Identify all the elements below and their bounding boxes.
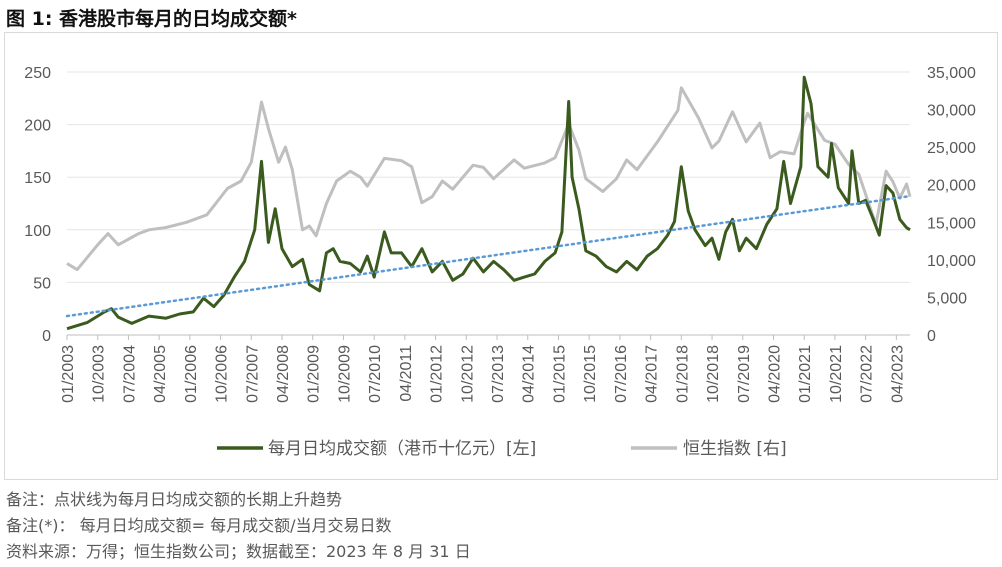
right-tick-label: 20,000 <box>927 178 976 195</box>
x-tick-label: 10/2003 <box>91 345 108 403</box>
x-tick-label: 10/2009 <box>336 345 353 403</box>
right-tick-label: 25,000 <box>927 140 976 157</box>
x-tick-label: 01/2012 <box>429 345 446 403</box>
x-tick-label: 04/2008 <box>275 345 292 403</box>
x-tick-label: 07/2022 <box>859 345 876 403</box>
x-tick-label: 04/2020 <box>766 345 783 403</box>
x-tick-label: 01/2018 <box>674 345 691 403</box>
right-tick-label: 35,000 <box>927 65 976 82</box>
left-tick-label: 250 <box>24 65 51 82</box>
left-tick-label: 150 <box>24 170 51 187</box>
x-tick-label: 07/2004 <box>121 345 138 403</box>
x-tick-label: 10/2006 <box>214 345 231 403</box>
left-axis: 0 50 100 150 200 250 <box>24 65 51 345</box>
note-definition: 备注(*)： 每月日均成交额= 每月成交额/当月交易日数 <box>6 516 392 535</box>
x-tick-label: 07/2016 <box>613 345 630 403</box>
legend-label-hsi: 恒生指数 [右] <box>683 439 787 459</box>
right-tick-label: 5,000 <box>927 290 967 307</box>
right-tick-label: 0 <box>927 328 936 345</box>
right-axis: 0 5,000 10,000 15,000 20,000 25,000 30,000 35,0… <box>927 65 976 345</box>
x-tick-label: 04/2014 <box>521 345 538 403</box>
x-tick-label: 10/2015 <box>582 345 599 403</box>
x-tick-label: 01/2015 <box>551 345 568 403</box>
trendline <box>65 194 912 318</box>
left-tick-label: 100 <box>24 223 51 240</box>
left-tick-label: 0 <box>42 328 51 345</box>
left-tick-label: 50 <box>33 275 51 292</box>
x-tick-label: 04/2005 <box>152 345 169 403</box>
hang-seng-index-line <box>66 86 912 272</box>
left-tick-label: 200 <box>24 118 51 135</box>
x-tick-label: 01/2003 <box>60 345 77 403</box>
x-tick-label: 07/2019 <box>736 345 753 403</box>
legend: 每月日均成交额（港币十亿元）[左] 恒生指数 [右] <box>217 439 787 459</box>
plot-area <box>65 75 912 331</box>
x-tick-label: 10/2012 <box>459 345 476 403</box>
figure-title: 图 1: 香港股市每月的日均成交额* <box>6 8 297 30</box>
daily-turnover-line <box>66 75 911 331</box>
x-tick-label: 04/2023 <box>889 345 906 403</box>
x-tick-label: 10/2021 <box>828 345 845 403</box>
x-tick-label: 07/2007 <box>244 345 261 403</box>
note-trendline: 备注：点状线为每月日均成交额的长期上升趋势 <box>6 490 343 509</box>
right-tick-label: 15,000 <box>927 215 976 232</box>
x-tick-label: 01/2006 <box>183 345 200 403</box>
note-source: 资料来源：万得；恒生指数公司；数据截至：2023 年 8 月 31 日 <box>6 542 471 561</box>
x-tick-label: 10/2018 <box>705 345 722 403</box>
x-axis: 01/2003 10/2003 07/2004 04/2005 01/2006 10/20… <box>60 334 910 403</box>
gridlines <box>67 71 910 336</box>
x-tick-label: 01/2021 <box>797 345 814 403</box>
x-tick-label: 07/2010 <box>367 345 384 403</box>
x-tick-label: 04/2011 <box>398 345 415 402</box>
x-tick-label: 01/2009 <box>306 345 323 403</box>
legend-label-turnover: 每月日均成交额（港币十亿元）[左] <box>268 439 536 459</box>
x-tick-label: 04/2017 <box>644 345 661 403</box>
x-tick-label: 07/2013 <box>490 345 507 403</box>
chart-frame: 0 50 100 150 200 250 0 5,000 10,000 15,000 20,000… <box>4 32 998 480</box>
right-tick-label: 30,000 <box>927 103 976 120</box>
right-tick-label: 10,000 <box>927 253 976 270</box>
chart: 0 50 100 150 200 250 0 5,000 10,000 15,000 20,000… <box>24 65 976 459</box>
